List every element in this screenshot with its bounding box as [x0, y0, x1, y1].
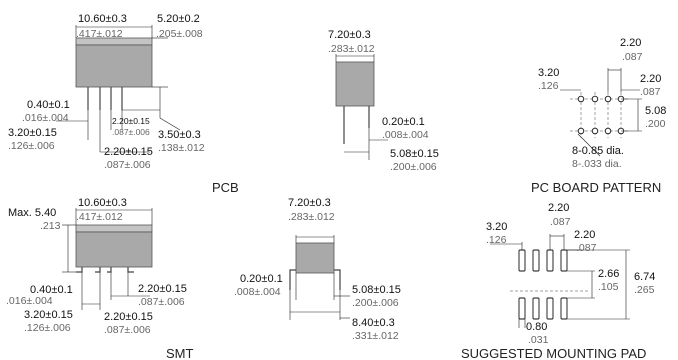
pcb-height-in: .205±.008 [156, 28, 203, 40]
mounting-pad [546, 297, 554, 320]
smt-side-pin-right [334, 269, 341, 290]
pattern-hole [591, 127, 599, 135]
pcb-side-row-in: .200±.006 [390, 161, 437, 173]
pcb-pin-mm: 0.40±0.1 [27, 99, 70, 111]
pattern-view-label: PC BOARD PATTERN [531, 180, 661, 195]
pcb-pitch-in: .087±.006 [104, 159, 151, 171]
pcb-lead-mm: 3.50±0.3 [158, 129, 201, 141]
pattern-hole [591, 95, 599, 103]
mounting-pad [518, 249, 526, 272]
pattern-hole-in: 8-.033 dia. [572, 158, 622, 170]
pcb-lead-in: .138±.012 [158, 142, 205, 154]
pc-board-pattern [560, 68, 642, 157]
mounting-pad [546, 249, 554, 272]
pcb-side-pin-in: .008±.004 [382, 129, 429, 141]
pattern-row-in: .200 [645, 118, 666, 130]
smt-length-in: .417±.012 [76, 211, 123, 223]
pattern-top-in: .087 [622, 51, 643, 63]
pcb-inner-pitch-in: .087±.006 [112, 127, 150, 137]
smt-side-pin-mm: 0.20±0.1 [240, 273, 283, 285]
mounting-pad [560, 297, 568, 320]
pcb-view-label: PCB [212, 180, 239, 195]
smt-pitch-mm: 2.20±0.15 [104, 311, 153, 323]
mounting-pad [532, 249, 540, 272]
smt-left-pitch-in: .126±.006 [24, 322, 71, 334]
pad-left-in: .126 [486, 234, 507, 246]
smt-side-span-mm: 8.40±0.3 [352, 317, 395, 329]
smt-left-pitch-mm: 3.20±0.15 [24, 309, 73, 321]
smt-side-body [295, 242, 335, 274]
smt-pin-in: .016±.004 [6, 295, 53, 307]
pattern-top-mm: 2.20 [620, 37, 641, 49]
pattern-hole [604, 127, 612, 135]
pcb-side-width-in: .283±.012 [328, 43, 375, 55]
pattern-row-mm: 5.08 [645, 105, 666, 117]
pcb-side-body [335, 61, 375, 107]
smt-side-span-in: .331±.012 [352, 330, 399, 342]
pad-width-in: .031 [528, 334, 549, 346]
pcb-front-view [56, 25, 181, 153]
smt-pin-3 [107, 267, 112, 273]
pad-inner-mm: 2.66 [598, 268, 619, 280]
pattern-left-mm: 3.20 [538, 67, 559, 79]
pad-right-in: .087 [576, 242, 597, 254]
mounting-pad [560, 249, 568, 272]
smt-side-width-in: .283±.012 [288, 211, 335, 223]
smt-max-mm: Max. 5.40 [8, 207, 56, 219]
smt-front-view [62, 208, 153, 310]
smt-side-pin-in: .008±.004 [234, 286, 281, 298]
pattern-hole [577, 127, 585, 135]
smt-view-label: SMT [166, 346, 194, 360]
pcb-side-view [335, 54, 388, 160]
pcb-left-pitch-mm: 3.20±0.15 [8, 127, 57, 139]
pcb-side-width-mm: 7.20±0.3 [328, 29, 371, 41]
smt-pin-mm: 0.40±0.1 [30, 284, 73, 296]
pcb-pitch-mm: 2.20±0.15 [104, 146, 153, 158]
pad-view-label: SUGGESTED MOUNTING PAD [461, 346, 646, 360]
smt-side-width-mm: 7.20±0.3 [288, 197, 331, 209]
smt-right-pitch-in: .087±.006 [138, 296, 185, 308]
pattern-left-in: .126 [538, 80, 559, 92]
smt-relay-body [75, 231, 153, 268]
pcb-pin-in: .016±.004 [22, 112, 69, 124]
pad-outer-mm: 6.74 [634, 271, 655, 283]
smt-pin-4 [127, 267, 134, 273]
pcb-left-pitch-in: .126±.006 [8, 140, 55, 152]
pad-left-mm: 3.20 [486, 221, 507, 233]
pcb-height-mm: 5.20±0.2 [157, 13, 200, 25]
pcb-inner-pitch-mm: 2.20±0.15 [112, 116, 150, 126]
smt-pin-1 [76, 267, 83, 273]
pattern-right-mm: 2.20 [640, 73, 661, 85]
smt-side-view [289, 235, 350, 320]
smt-side-row-in: .200±.006 [352, 297, 399, 309]
pad-top-in: .087 [550, 216, 571, 228]
smt-side-row-mm: 5.08±0.15 [352, 284, 401, 296]
mounting-pad [518, 297, 526, 320]
smt-side-pin-left [289, 269, 296, 290]
smt-length-mm: 10.60±0.3 [78, 197, 127, 209]
pattern-hole [577, 95, 585, 103]
smt-pitch-in: .087±.006 [104, 324, 151, 336]
smt-max-in: .213 [40, 220, 61, 232]
pcb-side-row-mm: 5.08±0.15 [390, 148, 439, 160]
mounting-pad [532, 297, 540, 320]
suggested-mounting-pad [490, 234, 630, 328]
smt-relay-top [75, 224, 153, 233]
pattern-right-in: .087 [640, 86, 661, 98]
pad-right-mm: 2.20 [574, 229, 595, 241]
pcb-length-mm: 10.60±0.3 [78, 13, 127, 25]
smt-right-pitch-mm: 2.20±0.15 [138, 283, 187, 295]
pcb-relay-body [75, 44, 153, 88]
pcb-side-pin-mm: 0.20±0.1 [382, 116, 425, 128]
smt-pin-2 [95, 267, 101, 273]
pad-top-mm: 2.20 [548, 202, 569, 214]
pad-outer-in: .265 [634, 284, 655, 296]
pcb-length-in: .417±.012 [76, 28, 123, 40]
pad-inner-in: .105 [598, 281, 619, 293]
pattern-hole [604, 95, 612, 103]
pad-width-mm: 0.80 [526, 321, 547, 333]
pattern-hole-mm: 8-0.85 dia. [572, 145, 624, 157]
